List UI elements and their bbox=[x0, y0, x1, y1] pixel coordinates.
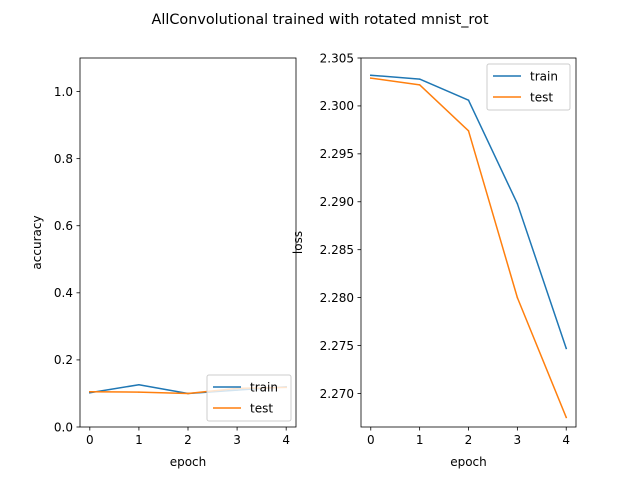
loss-xtick-label: 3 bbox=[514, 433, 522, 447]
accuracy-series-test-point bbox=[187, 392, 189, 395]
accuracy-legend: train test bbox=[206, 374, 292, 422]
accuracy-xtick-label: 1 bbox=[135, 433, 143, 447]
loss-ytick-label: 2.285 bbox=[320, 243, 354, 257]
accuracy-xtick-label: 3 bbox=[233, 433, 241, 447]
loss-series-group bbox=[369, 74, 568, 419]
loss-series-test-point bbox=[370, 77, 372, 79]
loss-ylabel: loss bbox=[291, 231, 305, 254]
accuracy-ytick-label: 0.2 bbox=[54, 353, 73, 367]
loss-series-train-point bbox=[418, 78, 421, 80]
loss-plot: 0 1 2 3 4 2.270 2.275 2.280 2.285 2.290 2.295 2.300… bbox=[291, 51, 577, 469]
accuracy-ytick-label: 0.8 bbox=[54, 152, 73, 166]
accuracy-legend-box bbox=[206, 374, 292, 422]
accuracy-xtick-label: 2 bbox=[184, 433, 192, 447]
loss-xlabel: epoch bbox=[450, 455, 487, 469]
accuracy-ytick-label: 1.0 bbox=[54, 85, 73, 99]
loss-legend: train test bbox=[486, 63, 571, 111]
loss-xtick-label: 2 bbox=[465, 433, 473, 447]
accuracy-xtick-label: 0 bbox=[86, 433, 94, 447]
loss-xtick-label: 4 bbox=[562, 433, 570, 447]
accuracy-plot: 0 1 2 3 4 0.0 0.2 0.4 0.6 0.8 1.0 epoch accuracy trai… bbox=[30, 57, 297, 469]
accuracy-ytick-label: 0.6 bbox=[54, 219, 73, 233]
loss-series-test-point bbox=[467, 130, 470, 132]
accuracy-xtick-label: 4 bbox=[282, 433, 290, 447]
loss-series-test-point bbox=[418, 84, 421, 86]
loss-series-test-point bbox=[565, 416, 567, 419]
loss-xtick-label: 1 bbox=[416, 433, 424, 447]
loss-series-train-point bbox=[370, 74, 372, 77]
loss-ytick-label: 2.275 bbox=[320, 339, 354, 353]
accuracy-ytick-label: 0.0 bbox=[54, 420, 73, 434]
loss-ytick-label: 2.290 bbox=[320, 195, 354, 209]
loss-legend-test-label: test bbox=[530, 90, 553, 104]
loss-series-test-point bbox=[516, 296, 519, 299]
loss-ytick-label: 2.270 bbox=[320, 387, 354, 401]
loss-series-train-point bbox=[565, 347, 567, 350]
loss-ytick-label: 2.280 bbox=[320, 291, 354, 305]
loss-xtick-label: 0 bbox=[367, 433, 375, 447]
loss-series-train-point bbox=[516, 202, 519, 205]
loss-ytick-label: 2.295 bbox=[320, 147, 354, 161]
accuracy-series-test-point bbox=[89, 391, 91, 393]
accuracy-series-test-point bbox=[138, 391, 140, 393]
loss-legend-train-label: train bbox=[530, 69, 558, 83]
accuracy-ylabel: accuracy bbox=[30, 215, 44, 269]
figure-suptitle: AllConvolutional trained with rotated mn… bbox=[152, 12, 489, 28]
loss-ytick-label: 2.300 bbox=[320, 99, 354, 113]
accuracy-legend-train-label: train bbox=[250, 380, 278, 394]
loss-series-train-point bbox=[467, 99, 470, 101]
accuracy-legend-test-label: test bbox=[250, 401, 273, 415]
accuracy-ytick-label: 0.4 bbox=[54, 286, 73, 300]
accuracy-series-train-point bbox=[138, 383, 140, 386]
accuracy-xlabel: epoch bbox=[170, 455, 207, 469]
loss-ytick-label: 2.305 bbox=[320, 51, 354, 65]
